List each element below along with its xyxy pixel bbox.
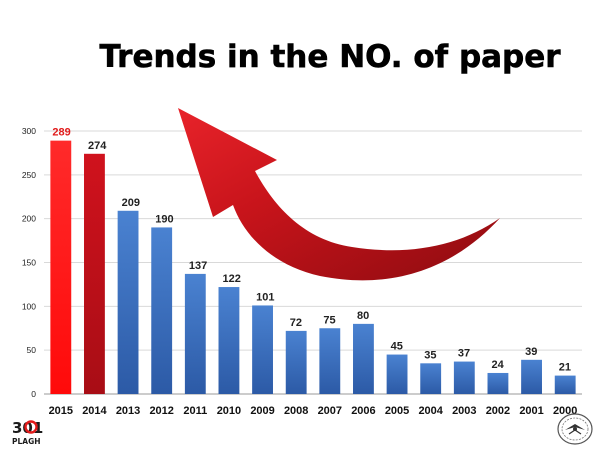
data-label-2008: 72 (290, 317, 302, 329)
x-tick-label-2010: 2010 (217, 405, 241, 417)
data-label-2010: 122 (223, 273, 241, 285)
y-tick-label: 100 (22, 301, 36, 311)
data-label-2014: 274 (88, 140, 107, 152)
bar-2003 (453, 361, 475, 394)
bar-2001 (521, 359, 542, 394)
x-tick-label-2006: 2006 (351, 405, 375, 417)
data-label-2011: 137 (189, 260, 207, 272)
y-axis-ticks: 0 50 100 150 200 250 300 (22, 126, 36, 399)
x-tick-label-2004: 2004 (418, 405, 443, 417)
y-tick-label: 150 (22, 258, 36, 268)
bar-2008 (285, 330, 307, 394)
bar-2011 (184, 273, 206, 394)
x-tick-label-2003: 2003 (452, 405, 476, 417)
bar-2006 (353, 323, 374, 394)
x-tick-label-2001: 2001 (519, 405, 543, 417)
data-label-2003: 37 (458, 348, 470, 360)
chart-title: Trends in the NO. of paper (99, 39, 561, 75)
bar-2009 (252, 305, 273, 394)
logo-ring-icon (24, 420, 38, 434)
y-tick-label: 250 (22, 170, 36, 180)
x-tick-label-2011: 2011 (183, 405, 207, 417)
data-label-2001: 39 (525, 346, 537, 358)
bar-2010 (218, 287, 240, 394)
x-tick-label-2007: 2007 (318, 405, 342, 417)
y-tick-label: 300 (22, 126, 36, 136)
y-tick-label: 200 (22, 214, 36, 224)
x-tick-label-2005: 2005 (385, 405, 409, 417)
data-label-2012: 190 (155, 213, 173, 225)
bars (50, 140, 576, 394)
x-tick-label-2015: 2015 (49, 405, 73, 417)
data-label-2004: 35 (424, 349, 436, 361)
bar-2012 (151, 227, 173, 394)
x-tick-label-2002: 2002 (486, 405, 510, 417)
data-label-2015: 289 (52, 127, 70, 139)
bar-2015 (50, 140, 72, 394)
brand-logo: 301 PLAGH (12, 419, 43, 446)
data-label-2006: 80 (357, 310, 369, 322)
data-labels: 289 274 209 190 137 122 101 72 75 80 45 35 37 24 39 21 (52, 127, 571, 374)
trend-arrow (178, 108, 500, 281)
x-tick-label-2012: 2012 (149, 405, 173, 417)
bar-2014 (84, 153, 105, 394)
seal-emblem-icon (557, 413, 593, 445)
y-tick-label: 50 (27, 345, 37, 355)
data-label-2007: 75 (323, 314, 335, 326)
data-label-2002: 24 (492, 359, 505, 371)
bar-2004 (420, 363, 442, 394)
x-tick-label-2008: 2008 (284, 405, 308, 417)
data-label-2005: 45 (391, 341, 403, 353)
data-label-2000: 21 (559, 362, 571, 374)
y-tick-label: 0 (31, 389, 36, 399)
bar-2013 (117, 210, 139, 394)
bar-2000 (554, 375, 576, 394)
bar-2005 (386, 354, 408, 394)
x-axis-ticks: 2015 2014 2013 2012 2011 2010 2009 2008 2007 2006… (49, 405, 578, 417)
logo-text: PLAGH (12, 437, 41, 446)
bar-2007 (319, 328, 341, 394)
data-label-2013: 209 (122, 197, 140, 209)
x-tick-label-2014: 2014 (82, 405, 107, 417)
x-tick-label-2013: 2013 (116, 405, 140, 417)
x-tick-label-2009: 2009 (250, 405, 274, 417)
bar-2002 (487, 372, 509, 394)
data-label-2009: 101 (256, 291, 274, 303)
